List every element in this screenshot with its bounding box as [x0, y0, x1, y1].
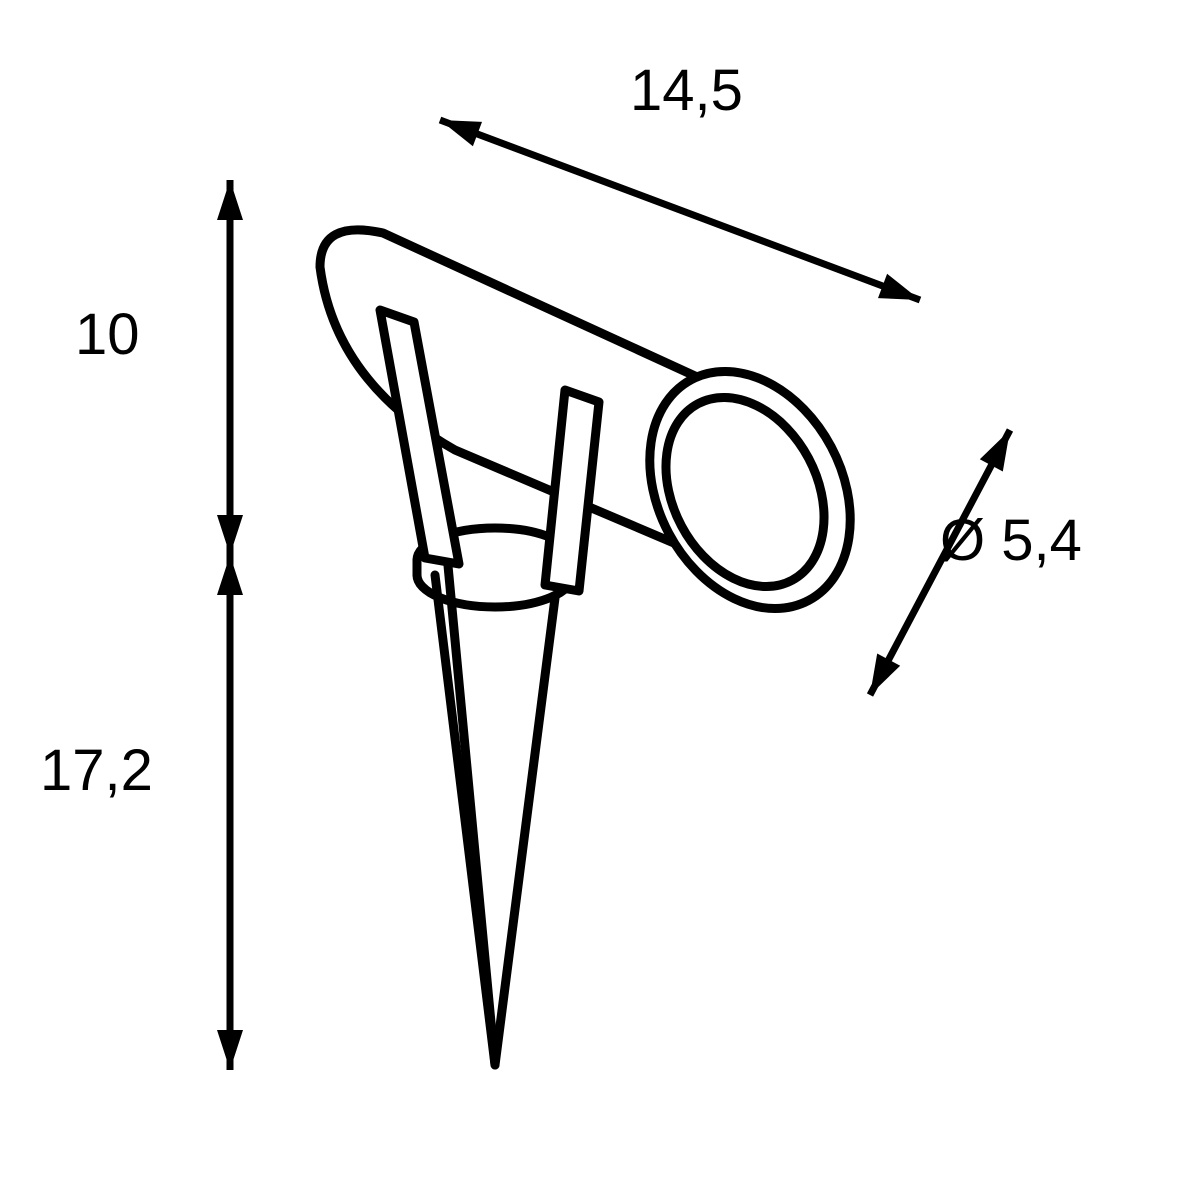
dimension-label-height_upper: 10 [75, 302, 140, 367]
arrowhead [217, 1030, 243, 1070]
arrowhead [980, 430, 1010, 471]
dimension-line [440, 120, 920, 300]
arrowhead [870, 654, 900, 695]
arrowhead [440, 120, 482, 146]
arrowhead [217, 515, 243, 555]
dimension-label-diameter: Ø 5,4 [940, 508, 1082, 573]
arrowhead [217, 555, 243, 595]
dimension-label-length_top: 14,5 [630, 58, 743, 123]
product-outline [320, 230, 890, 1065]
technical-drawing: 10 17,2 14,5 Ø 5,4 [0, 0, 1200, 1200]
arrowhead [217, 180, 243, 220]
dimension-label-height_lower: 17,2 [40, 738, 153, 803]
arrowhead [878, 274, 920, 300]
